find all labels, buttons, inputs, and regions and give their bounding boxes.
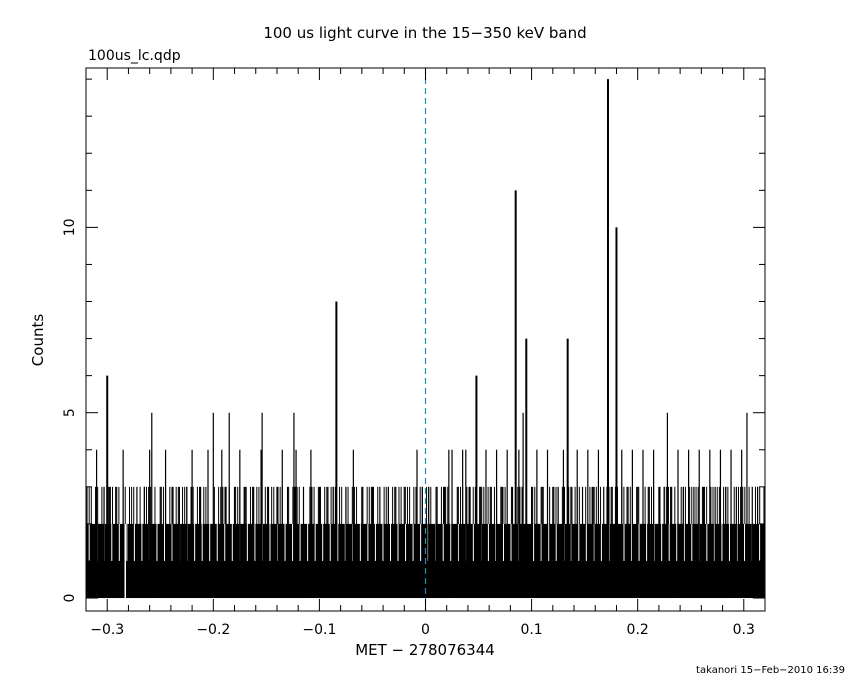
y-axis-title: Counts — [29, 314, 47, 367]
x-tick-label: −0.3 — [90, 622, 124, 638]
x-tick-label: −0.2 — [196, 622, 230, 638]
x-axis-title: MET − 278076344 — [355, 641, 495, 659]
bars-group — [86, 79, 765, 599]
x-tick-label: 0.2 — [627, 622, 649, 638]
footer-label: takanori 15−Feb−2010 16:39 — [696, 665, 845, 676]
x-tick-label: 0.3 — [733, 622, 755, 638]
y-tick-label: 5 — [62, 408, 78, 417]
x-tick-label: 0.1 — [520, 622, 542, 638]
file-label: 100us_lc.qdp — [88, 48, 181, 64]
y-axis-ticks: 0 5 10 — [62, 78, 765, 603]
chart-title: 100 us light curve in the 15−350 keV ban… — [263, 24, 586, 42]
x-tick-label: −0.1 — [302, 622, 336, 638]
x-axis-ticks: −0.3 −0.2 −0.1 0 0.1 0.2 0.3 — [85, 68, 766, 638]
y-tick-label: 10 — [62, 218, 78, 236]
x-tick-label: 0 — [421, 622, 430, 638]
y-tick-label: 0 — [62, 594, 78, 603]
